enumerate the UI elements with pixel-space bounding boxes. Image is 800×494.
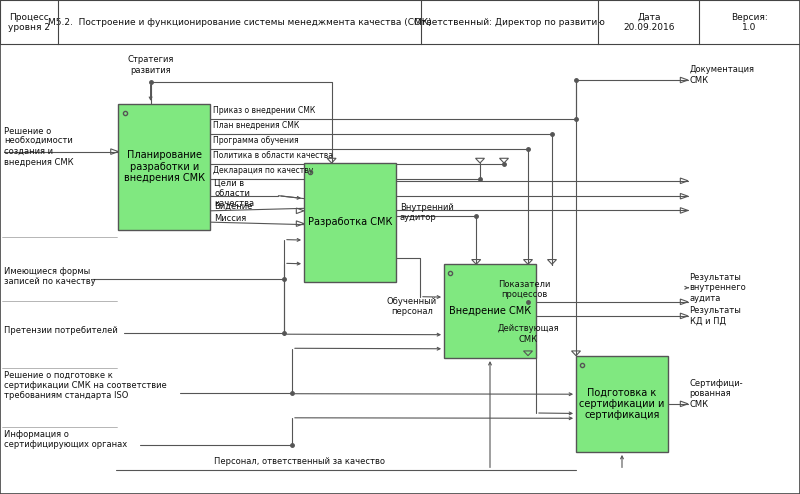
Text: Решение о подготовке к
сертификации СМК на соответствие
требованиям стандарта IS: Решение о подготовке к сертификации СМК …	[4, 370, 166, 400]
Text: Показатели
процессов: Показатели процессов	[498, 280, 550, 299]
Text: Имеющиеся формы
записей по качеству: Имеющиеся формы записей по качеству	[4, 267, 96, 287]
Text: Решение о
необходимости
создания и
внедрения СМК: Решение о необходимости создания и внедр…	[4, 126, 74, 167]
Text: Версия:
1.0: Версия: 1.0	[731, 12, 768, 32]
Text: Планирование
разработки и
внедрения СМК: Планирование разработки и внедрения СМК	[124, 150, 205, 183]
Text: Внедрение СМК: Внедрение СМК	[449, 306, 531, 316]
Text: Ответственный: Директор по развитию: Ответственный: Директор по развитию	[414, 18, 605, 27]
Text: Видение: Видение	[214, 203, 253, 211]
Text: Программа обучения: Программа обучения	[213, 136, 298, 145]
Text: Информация о
сертифицирующих органах: Информация о сертифицирующих органах	[4, 430, 127, 450]
Text: Претензии потребителей: Претензии потребителей	[4, 327, 118, 335]
Text: Декларация по качеству: Декларация по качеству	[213, 166, 313, 175]
Text: М5.2.  Построение и функционирование системы менеджмента качества (СМК): М5.2. Построение и функционирование сист…	[48, 18, 431, 27]
Bar	[444, 264, 536, 358]
Text: Подготовка к
сертификации и
сертификация: Подготовка к сертификации и сертификация	[579, 387, 665, 420]
Text: Сертифици-
рованная
СМК: Сертифици- рованная СМК	[690, 379, 743, 409]
Text: Процесс
уровня 2: Процесс уровня 2	[8, 12, 50, 32]
Text: Действующая
СМК: Действующая СМК	[497, 325, 559, 344]
Text: Миссия: Миссия	[214, 214, 246, 223]
Text: Дата
20.09.2016: Дата 20.09.2016	[623, 12, 674, 32]
Text: Цели в
области
качества: Цели в области качества	[214, 178, 254, 208]
Text: Разработка СМК: Разработка СМК	[308, 217, 392, 227]
Text: План внедрения СМК: План внедрения СМК	[213, 121, 299, 130]
Bar	[118, 104, 210, 230]
Text: Результаты
КД и ПД: Результаты КД и ПД	[690, 306, 742, 326]
Text: Результаты
внутреннего
аудита: Результаты внутреннего аудита	[690, 273, 746, 303]
Text: Персонал, ответственный за качество: Персонал, ответственный за качество	[214, 457, 386, 466]
Bar	[576, 356, 668, 452]
Text: Политика в области качества: Политика в области качества	[213, 151, 333, 160]
Text: Приказ о внедрении СМК: Приказ о внедрении СМК	[213, 106, 315, 115]
Bar	[304, 163, 396, 282]
Text: Стратегия
развития: Стратегия развития	[127, 55, 174, 75]
Text: Документация
СМК: Документация СМК	[690, 65, 754, 85]
Bar	[0, 0, 800, 44]
Text: Внутренний
аудитор: Внутренний аудитор	[400, 203, 454, 222]
Text: Обученный
персонал: Обученный персонал	[387, 297, 437, 316]
